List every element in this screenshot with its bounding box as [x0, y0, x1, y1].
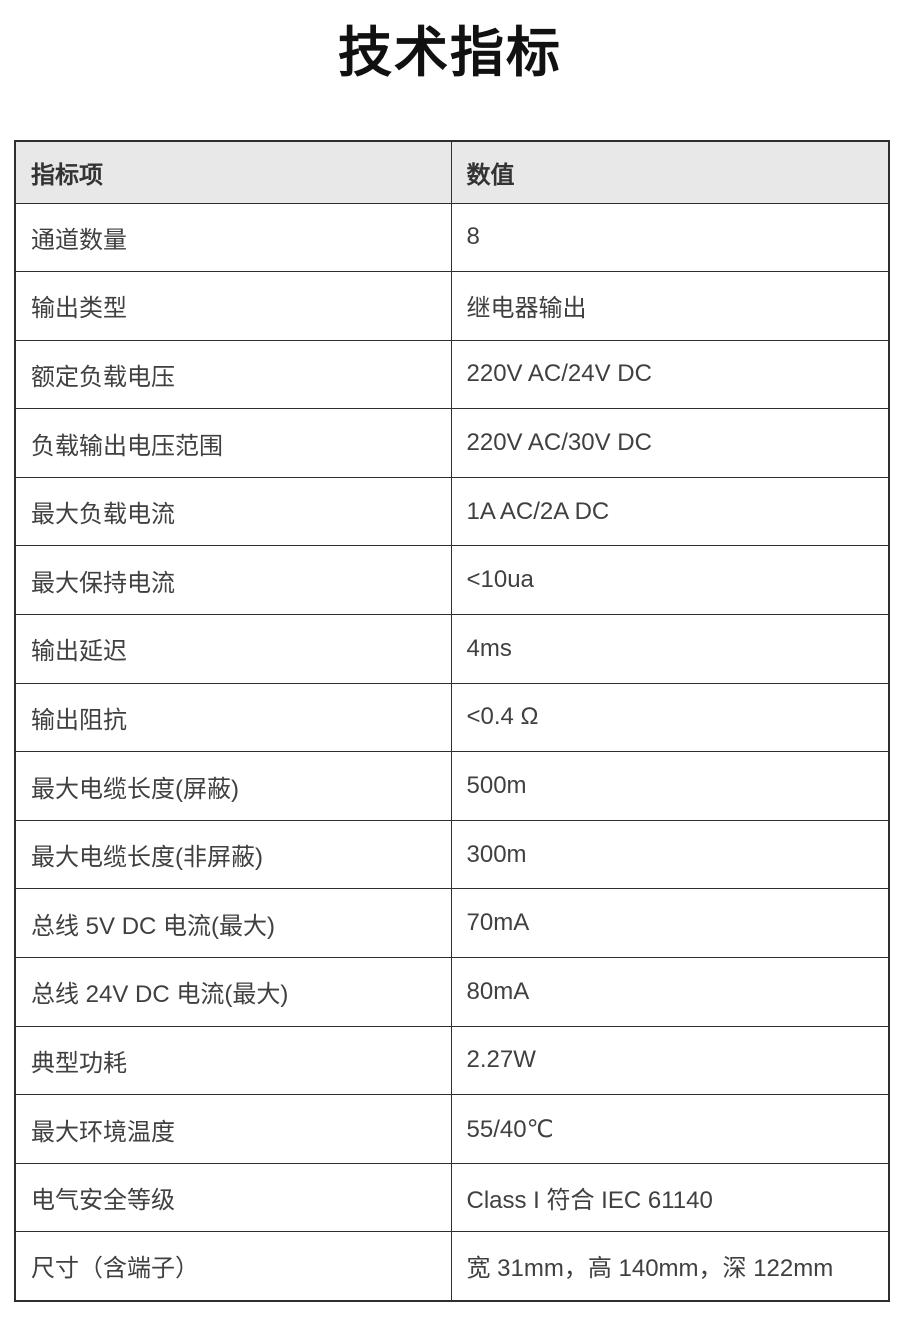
spec-label: 尺寸（含端子） [14, 1231, 452, 1301]
spec-value: 220V AC/24V DC [450, 339, 890, 410]
spec-label: 最大保持电流 [14, 545, 452, 616]
table-row: 最大负载电流 1A AC/2A DC [14, 476, 890, 547]
table-row: 输出延迟 4ms [14, 614, 890, 684]
spec-label: 典型功耗 [14, 1025, 452, 1096]
column-header-value: 数值 [450, 140, 890, 204]
column-header-indicator: 指标项 [14, 140, 452, 204]
spec-value: 1A AC/2A DC [450, 476, 890, 547]
table-row: 负载输出电压范围 220V AC/30V DC [14, 408, 890, 478]
spec-value: 4ms [450, 614, 890, 684]
spec-label: 最大电缆长度(非屏蔽) [14, 819, 452, 890]
spec-label: 最大电缆长度(屏蔽) [14, 751, 452, 821]
spec-value: <10ua [450, 545, 890, 616]
table-row: 最大电缆长度(非屏蔽) 300m [14, 819, 890, 890]
specs-table: 指标项 数值 通道数量 8 输出类型 继电器输出 额定负载电压 220V AC/… [14, 140, 890, 1302]
page-title: 技术指标 [338, 23, 562, 83]
table-row: 总线 5V DC 电流(最大) 70mA [14, 888, 890, 959]
spec-label: 总线 5V DC 电流(最大) [14, 888, 452, 959]
spec-value: 80mA [450, 957, 890, 1027]
spec-label: 最大环境温度 [14, 1094, 452, 1164]
table-row: 最大电缆长度(屏蔽) 500m [14, 751, 890, 821]
spec-value: 220V AC/30V DC [450, 408, 890, 478]
spec-label: 负载输出电压范围 [14, 408, 452, 478]
table-row: 最大环境温度 55/40℃ [14, 1094, 890, 1164]
spec-value: 70mA [450, 888, 890, 959]
spec-value: 300m [450, 819, 890, 890]
spec-value: 8 [450, 202, 890, 273]
spec-value: 500m [450, 751, 890, 821]
spec-label: 最大负载电流 [14, 476, 452, 547]
spec-value: <0.4 Ω [450, 682, 890, 753]
spec-label: 额定负载电压 [14, 339, 452, 410]
table-row: 通道数量 8 [14, 202, 890, 273]
spec-label: 电气安全等级 [14, 1162, 452, 1233]
table-header-row: 指标项 数值 [14, 140, 890, 204]
spec-value: 继电器输出 [450, 271, 890, 341]
table-row: 最大保持电流 <10ua [14, 545, 890, 616]
spec-label: 输出延迟 [14, 614, 452, 684]
table-row: 总线 24V DC 电流(最大) 80mA [14, 957, 890, 1027]
table-row: 电气安全等级 Class I 符合 IEC 61140 [14, 1162, 890, 1233]
spec-value: 55/40℃ [450, 1094, 890, 1164]
table-row: 额定负载电压 220V AC/24V DC [14, 339, 890, 410]
table-row: 输出阻抗 <0.4 Ω [14, 682, 890, 753]
spec-label: 总线 24V DC 电流(最大) [14, 957, 452, 1027]
table-row: 输出类型 继电器输出 [14, 271, 890, 341]
table-row: 典型功耗 2.27W [14, 1025, 890, 1096]
spec-label: 输出阻抗 [14, 682, 452, 753]
spec-value: 宽 31mm，高 140mm，深 122mm [450, 1231, 890, 1301]
spec-value: 2.27W [450, 1025, 890, 1096]
spec-label: 输出类型 [14, 271, 452, 341]
spec-label: 通道数量 [14, 202, 452, 273]
table-row: 尺寸（含端子） 宽 31mm，高 140mm，深 122mm [14, 1231, 890, 1301]
spec-value: Class I 符合 IEC 61140 [450, 1162, 890, 1233]
